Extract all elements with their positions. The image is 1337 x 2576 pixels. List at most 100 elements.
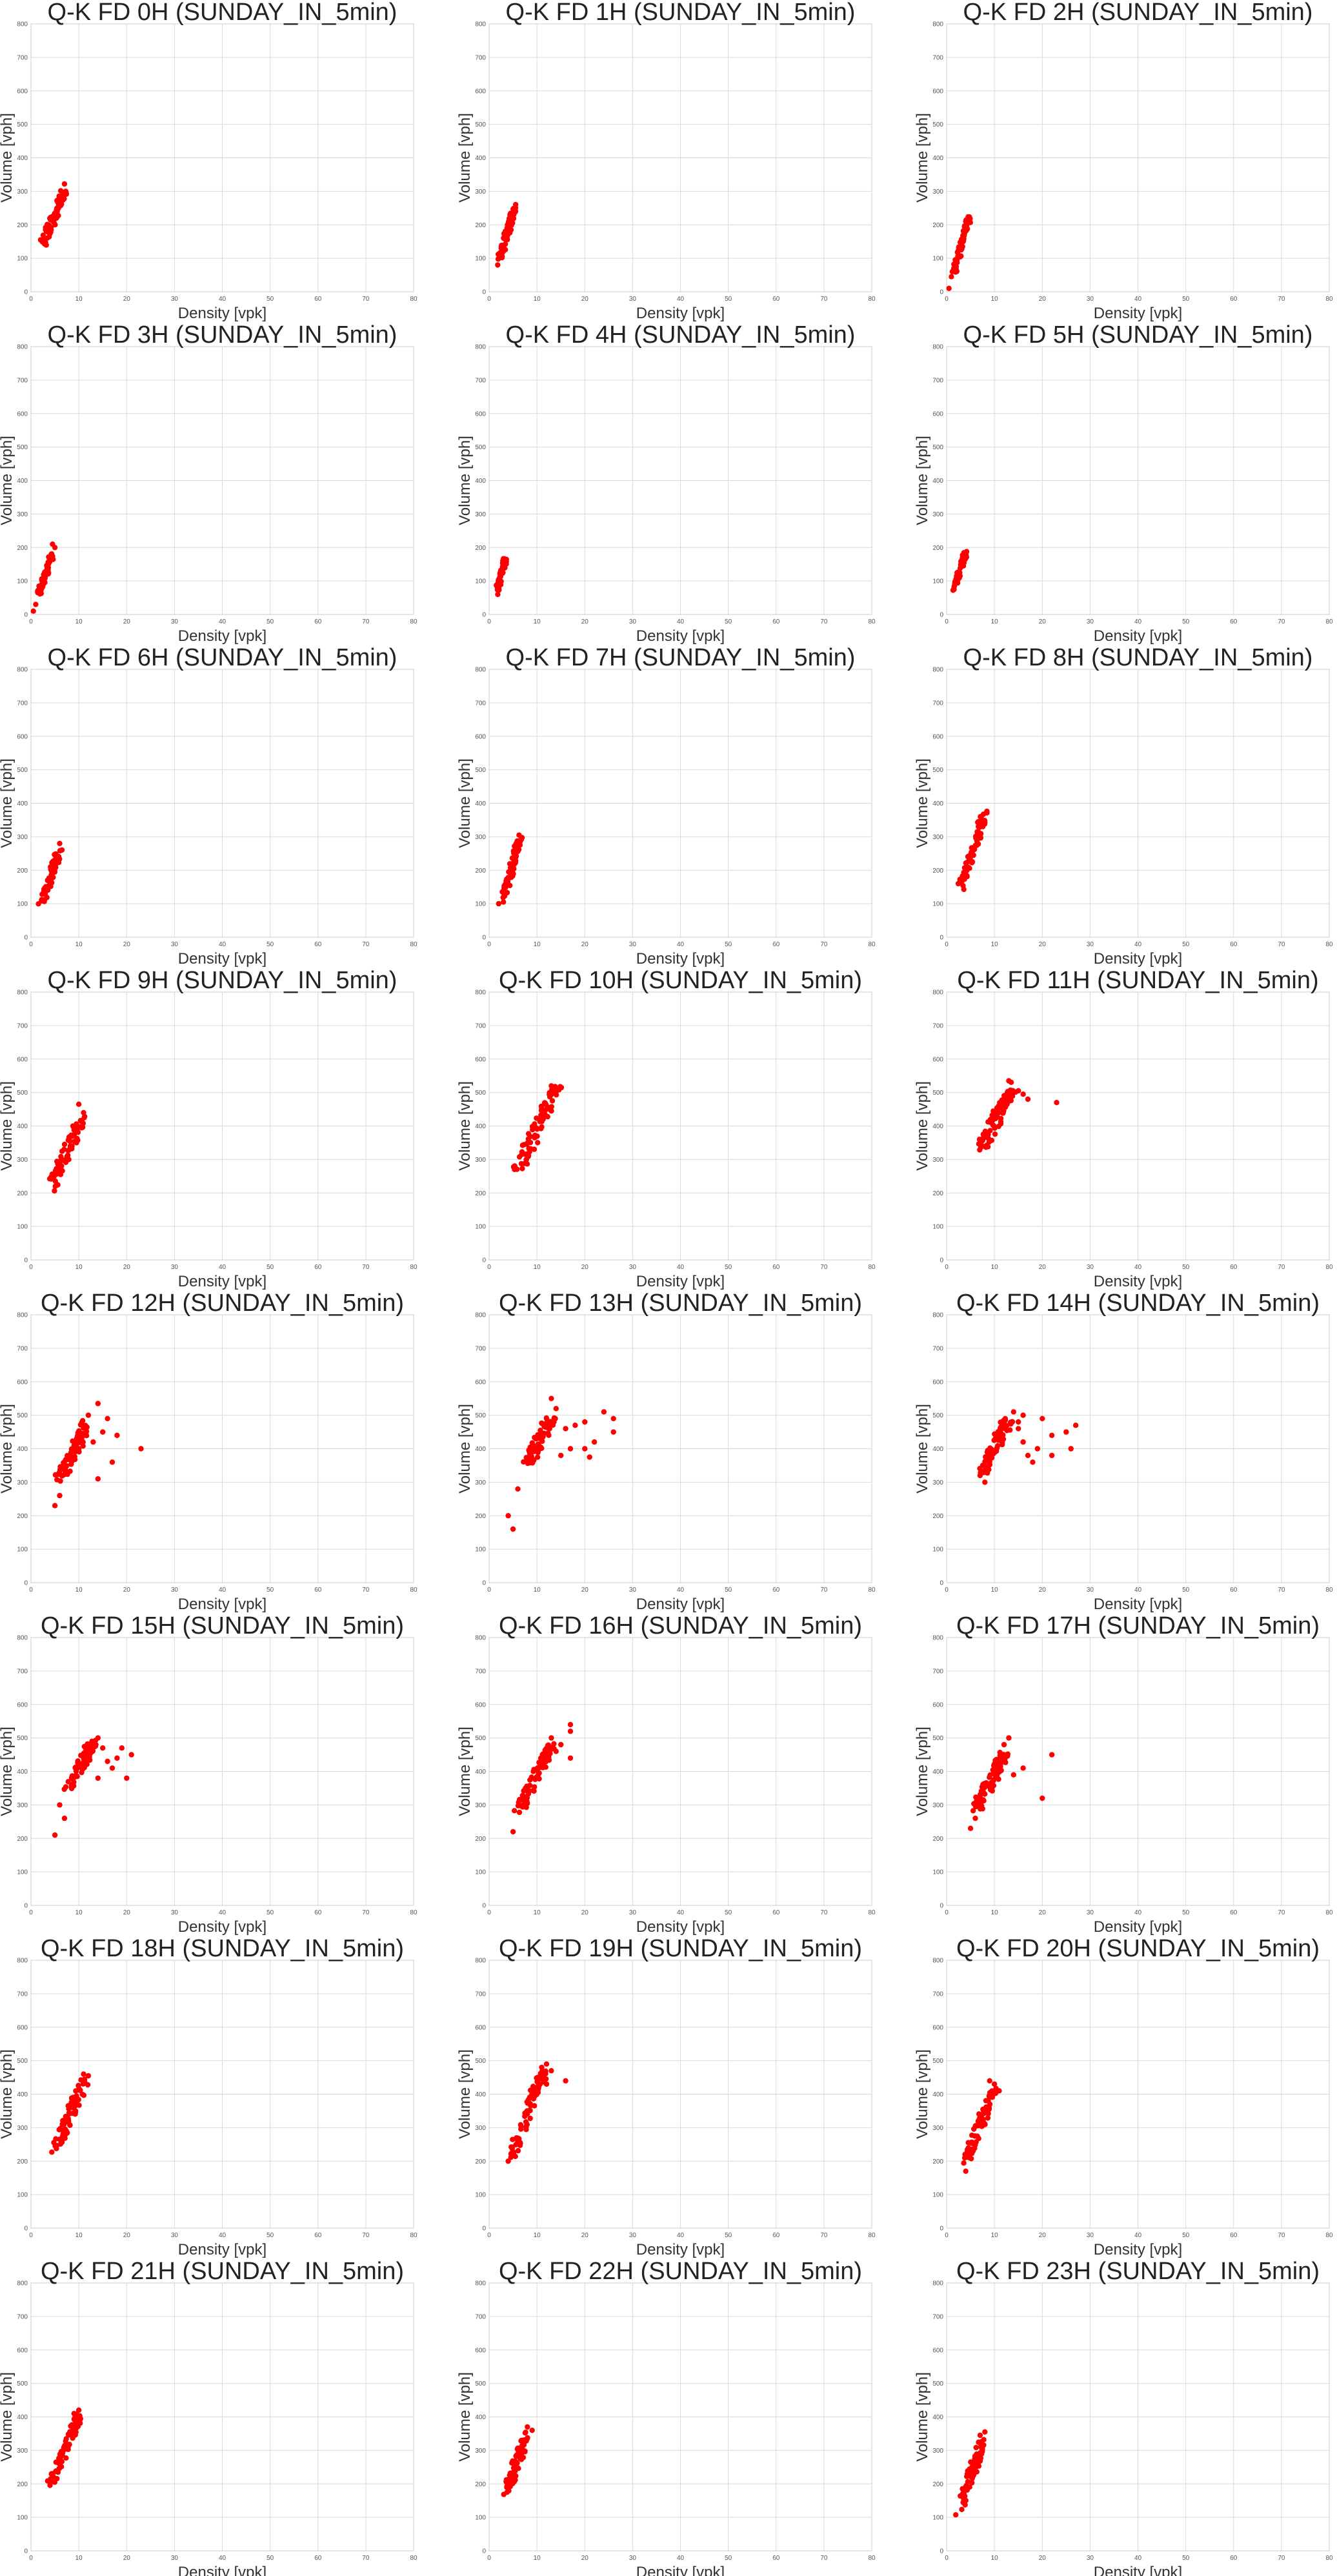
scatter-point (105, 1758, 110, 1765)
x-tick-label: 70 (820, 618, 828, 625)
scatter-point (524, 2122, 530, 2127)
y-tick-label: 300 (475, 834, 486, 841)
x-tick-label: 30 (171, 941, 179, 948)
x-tick-label: 60 (1230, 1909, 1238, 1916)
x-tick-label: 30 (629, 2232, 637, 2239)
scatter-point (994, 1105, 1000, 1111)
scatter-point (563, 1426, 568, 1432)
y-tick-label: 100 (17, 256, 28, 263)
x-tick-label: 60 (772, 1909, 780, 1916)
scatter-point (74, 1765, 80, 1771)
x-tick-label: 40 (677, 1587, 685, 1594)
scatter-point (504, 2478, 510, 2484)
plot-frame (946, 669, 1330, 938)
scatter-point (62, 1466, 68, 1472)
scatter-point (1007, 1427, 1013, 1433)
x-tick-label: 10 (534, 2232, 541, 2239)
scatter-point (52, 857, 58, 864)
x-tick-label: 50 (725, 1587, 732, 1594)
x-tick-label: 70 (820, 1909, 828, 1916)
x-axis-label: Density [vpk] (1094, 2241, 1182, 2258)
scatter-point (516, 1154, 523, 1160)
y-tick-label: 800 (17, 667, 28, 674)
chart-panel-6: 0 10 20 30 40 50 60 70 8001002003004005006007008… (0, 644, 417, 968)
scatter-point (501, 564, 507, 570)
y-tick-label: 200 (932, 545, 943, 552)
x-tick-label: 50 (1182, 618, 1190, 625)
x-tick-label: 60 (1230, 1264, 1238, 1271)
scatter-point (502, 241, 508, 247)
scatter-point (70, 2429, 77, 2435)
scatter-point (523, 1151, 530, 1157)
chart-panel-15: 0 10 20 30 40 50 60 70 8001002003004005006007008… (0, 1612, 417, 1936)
scatter-point (1006, 1078, 1012, 1084)
scatter-point (989, 1450, 996, 1455)
scatter-point (542, 1747, 548, 1753)
scatter-point (61, 1141, 68, 1148)
x-tick-label: 40 (219, 2555, 226, 2562)
x-tick-label: 30 (1087, 296, 1094, 303)
scatter-point (982, 2110, 988, 2116)
x-tick-label: 80 (410, 2555, 417, 2562)
x-tick-label: 20 (581, 2232, 589, 2239)
x-tick-label: 0 (487, 941, 491, 948)
scatter-point (1005, 1753, 1010, 1759)
scatter-point (65, 2103, 71, 2109)
scatter-point (40, 232, 46, 238)
y-axis-label: Volume [vph] (0, 1404, 15, 1494)
scatter-point (75, 1101, 82, 1108)
y-tick-label: 600 (475, 2024, 486, 2031)
x-tick-label: 60 (772, 2232, 780, 2239)
scatter-point (1020, 1412, 1026, 1418)
y-axis-label: Volume [vph] (914, 436, 931, 525)
x-tick-label: 0 (487, 618, 491, 625)
y-tick-label: 800 (932, 1635, 943, 1642)
y-tick-label: 300 (475, 511, 486, 518)
y-tick-label: 800 (932, 344, 943, 351)
x-tick-label: 80 (868, 2555, 876, 2562)
scatter-point (41, 898, 47, 904)
scatter-point (68, 1133, 74, 1139)
scatter-point (57, 840, 63, 847)
chart-panel-18: 0 10 20 30 40 50 60 70 8001002003004005006007008… (0, 1935, 417, 2258)
chart-title: Q-K FD 13H (SUNDAY_IN_5min) (499, 1290, 862, 1317)
scatter-point (535, 1140, 541, 1146)
scatter-series (45, 2407, 84, 2488)
scatter-point (73, 1445, 79, 1450)
scatter-point (567, 1446, 574, 1452)
scatter-point (84, 1424, 90, 1430)
scatter-point (72, 1457, 78, 1463)
chart-title: Q-K FD 17H (SUNDAY_IN_5min) (956, 1612, 1320, 1639)
scatter-point (979, 2124, 985, 2129)
scatter-point (496, 900, 501, 907)
y-tick-label: 100 (17, 1869, 28, 1876)
x-tick-label: 20 (1039, 2232, 1047, 2239)
scatter-point (956, 880, 963, 886)
x-tick-label: 40 (219, 618, 226, 625)
y-tick-label: 800 (932, 1312, 943, 1319)
scatter-point (521, 1459, 527, 1465)
y-tick-label: 400 (17, 155, 28, 162)
scatter-point (512, 201, 519, 208)
chart-title: Q-K FD 14H (SUNDAY_IN_5min) (956, 1290, 1320, 1317)
x-tick-label: 30 (171, 1587, 179, 1594)
scatter-point (982, 1128, 989, 1134)
y-tick-label: 200 (17, 222, 28, 229)
x-axis-label: Density [vpk] (178, 305, 266, 322)
chart-title: Q-K FD 4H (SUNDAY_IN_5min) (506, 321, 856, 349)
y-axis-label: Volume [vph] (456, 758, 474, 848)
x-tick-label: 70 (1278, 1264, 1285, 1271)
x-tick-label: 10 (534, 941, 541, 948)
y-axis-label: Volume [vph] (0, 2372, 15, 2462)
y-axis-label: Volume [vph] (0, 2049, 15, 2139)
chart-panel-8: 0 10 20 30 40 50 60 70 8001002003004005006007008… (914, 644, 1333, 968)
x-tick-label: 20 (123, 618, 131, 625)
scatter-point (953, 2512, 959, 2518)
scatter-point (970, 1808, 976, 1814)
y-tick-label: 0 (940, 1903, 943, 1910)
scatter-point (610, 1415, 616, 1421)
scatter-point (38, 591, 44, 596)
y-tick-label: 200 (475, 1190, 486, 1197)
y-tick-label: 100 (17, 2515, 28, 2522)
chart-title: Q-K FD 9H (SUNDAY_IN_5min) (48, 967, 397, 994)
